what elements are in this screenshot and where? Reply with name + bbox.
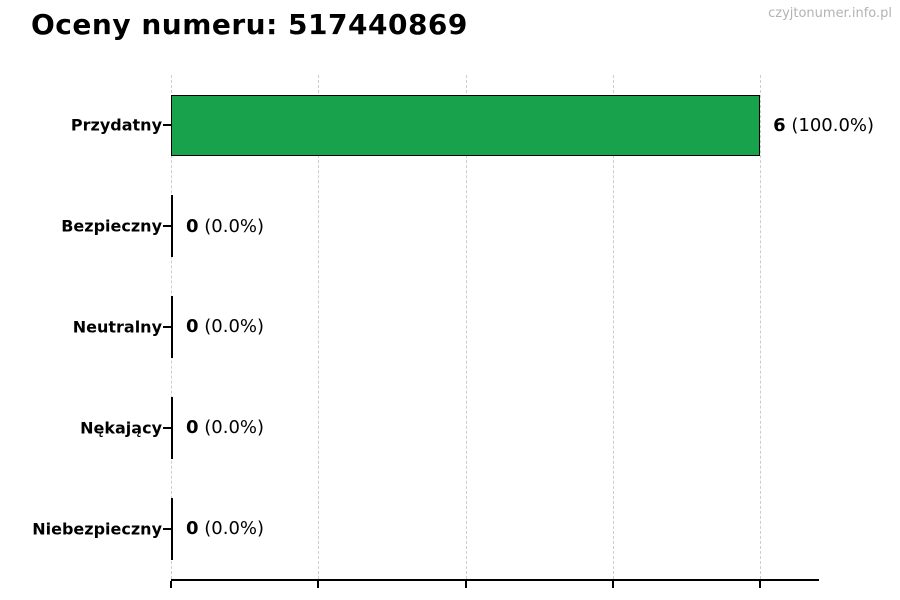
x-axis-tick bbox=[317, 581, 320, 588]
bar bbox=[171, 195, 173, 258]
bar bbox=[171, 497, 173, 560]
value-percent: (100.0%) bbox=[791, 114, 875, 136]
y-axis-tick bbox=[163, 426, 171, 429]
value-count: 0 bbox=[186, 316, 199, 338]
gridline bbox=[760, 75, 762, 579]
value-percent: (0.0%) bbox=[204, 417, 265, 439]
y-axis-tick bbox=[163, 325, 171, 328]
value-count: 0 bbox=[186, 215, 199, 237]
category-label: Nękający bbox=[80, 418, 162, 438]
bar-row: Bezpieczny 0 (0.0%) bbox=[61, 176, 819, 277]
x-axis-tick bbox=[611, 581, 614, 588]
value-count: 0 bbox=[186, 518, 199, 540]
gridline bbox=[318, 75, 320, 579]
category-label: Niebezpieczny bbox=[32, 519, 162, 539]
value-percent: (0.0%) bbox=[204, 518, 265, 540]
value-percent: (0.0%) bbox=[204, 316, 265, 338]
x-axis-tick bbox=[170, 581, 172, 588]
page-title: Oceny numeru: 517440869 bbox=[31, 8, 468, 41]
value-percent: (0.0%) bbox=[204, 215, 265, 237]
bar bbox=[171, 396, 173, 459]
category-label: Neutralny bbox=[72, 317, 162, 337]
category-label: Bezpieczny bbox=[61, 216, 162, 236]
gridline bbox=[612, 75, 614, 579]
bar-row: Przydatny 6 (100.0%) bbox=[71, 75, 874, 176]
value-label: 0 (0.0%) bbox=[186, 316, 264, 337]
bar bbox=[171, 295, 173, 358]
y-axis-tick bbox=[163, 225, 171, 228]
value-count: 6 bbox=[773, 114, 786, 136]
x-axis-tick bbox=[464, 581, 467, 588]
value-label: 6 (100.0%) bbox=[773, 115, 874, 136]
x-axis-tick bbox=[759, 581, 762, 588]
value-label: 0 (0.0%) bbox=[186, 216, 264, 237]
gridline bbox=[465, 75, 467, 579]
watermark: czyjtonumer.info.pl bbox=[768, 6, 892, 21]
bar bbox=[171, 94, 761, 156]
value-label: 0 (0.0%) bbox=[186, 518, 264, 539]
y-axis-tick bbox=[163, 124, 171, 127]
bar-row: Niebezpieczny 0 (0.0%) bbox=[32, 478, 819, 579]
value-label: 0 (0.0%) bbox=[186, 417, 264, 438]
value-count: 0 bbox=[186, 417, 199, 439]
bar-row: Nękający 0 (0.0%) bbox=[80, 377, 819, 478]
category-label: Przydatny bbox=[70, 115, 162, 135]
bar-row: Neutralny 0 (0.0%) bbox=[73, 277, 819, 378]
plot-area: Przydatny 6 (100.0%) Bezpieczny 0 (0.0%)… bbox=[32, 75, 874, 588]
bar-rows: Przydatny 6 (100.0%) Bezpieczny 0 (0.0%)… bbox=[32, 75, 874, 579]
y-axis-tick bbox=[163, 527, 171, 530]
